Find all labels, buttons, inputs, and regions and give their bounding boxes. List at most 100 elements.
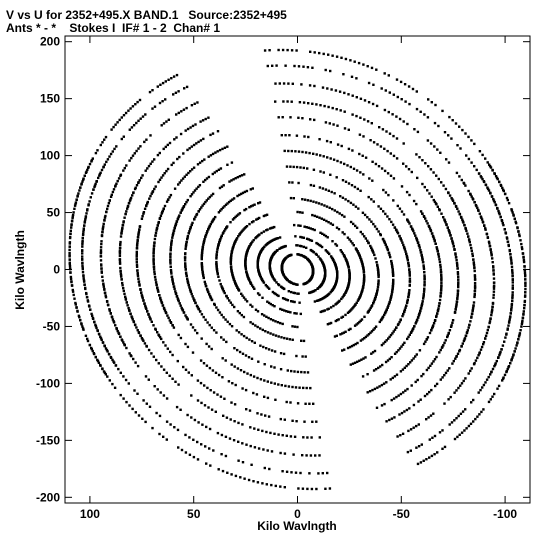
uv-point [304, 151, 308, 154]
uv-point [324, 487, 327, 490]
uv-point [374, 325, 378, 328]
uv-point [329, 306, 333, 309]
uv-point [364, 356, 367, 359]
uv-point [230, 325, 234, 328]
uv-point [226, 297, 229, 300]
uv-point [175, 73, 179, 77]
uv-point [68, 258, 71, 261]
uv-point [433, 121, 437, 125]
uv-point [377, 205, 380, 208]
uv-point [197, 308, 201, 311]
uv-point [177, 446, 180, 449]
uv-point [172, 285, 176, 288]
uv-point [397, 322, 400, 326]
uv-point [456, 264, 459, 267]
uv-point [272, 319, 275, 322]
uv-point [438, 258, 441, 261]
uv-point [172, 161, 175, 165]
uv-point [185, 243, 188, 246]
uv-point [359, 97, 363, 100]
uv-point [280, 134, 283, 137]
uv-point [249, 188, 252, 191]
uv-point [147, 348, 151, 352]
uv-point [207, 175, 211, 179]
uv-point [208, 366, 212, 370]
uv-point [134, 411, 137, 414]
uv-point [366, 391, 369, 394]
uv-point [438, 298, 442, 302]
uv-point [302, 236, 305, 239]
uv-point [158, 178, 162, 181]
uv-point [390, 294, 393, 298]
uv-point [165, 120, 168, 123]
uv-point [130, 354, 133, 358]
uv-point [417, 400, 420, 403]
uv-point [200, 206, 203, 209]
uv-point [456, 271, 460, 274]
uv-point [334, 319, 337, 323]
uv-point [402, 213, 406, 216]
uv-point [202, 180, 205, 183]
uv-point [198, 208, 202, 211]
uv-point [274, 100, 277, 103]
uv-point [392, 280, 395, 284]
uv-point [263, 314, 266, 317]
uv-point [172, 229, 176, 232]
uv-point [481, 221, 485, 224]
uv-point [259, 274, 262, 278]
uv-point [358, 133, 362, 136]
uv-point [106, 207, 109, 211]
uv-point [431, 326, 434, 330]
uv-point [451, 321, 454, 324]
uv-point [104, 347, 108, 350]
uv-point [120, 275, 123, 278]
uv-point [297, 65, 301, 68]
uv-point [299, 253, 302, 257]
uv-point [122, 114, 126, 117]
uv-point [196, 440, 199, 444]
uv-point [112, 125, 115, 129]
uv-point [435, 247, 439, 251]
uv-point [214, 410, 217, 413]
uv-point [421, 302, 424, 305]
uv-point [222, 338, 225, 341]
uv-point [395, 373, 399, 376]
uv-point [127, 202, 131, 205]
uv-point [233, 241, 237, 244]
uv-point [465, 154, 468, 157]
uv-point [128, 199, 132, 202]
uv-point [100, 338, 103, 341]
uv-point [135, 252, 138, 256]
uv-point [355, 96, 358, 99]
uv-point [207, 290, 210, 294]
uv-point [124, 298, 128, 301]
uv-point [129, 107, 132, 110]
uv-point [136, 239, 139, 242]
uv-point [178, 181, 181, 184]
uv-point [216, 393, 219, 396]
uv-point [319, 170, 322, 173]
uv-point [325, 139, 329, 143]
uv-point [179, 132, 183, 136]
uv-point [192, 297, 195, 300]
uv-point [490, 195, 494, 198]
uv-point [524, 278, 527, 281]
uv-point [308, 84, 312, 87]
uv-point [93, 184, 97, 187]
uv-point [256, 325, 259, 329]
uv-point [364, 335, 368, 339]
uv-point [361, 375, 365, 378]
uv-point [423, 394, 427, 398]
uv-point [135, 265, 139, 268]
uv-point [233, 217, 236, 220]
uv-point [215, 268, 219, 271]
uv-point [182, 152, 185, 155]
uv-point [452, 359, 455, 363]
uv-point [306, 167, 309, 170]
uv-point [467, 157, 471, 161]
uv-point [152, 355, 155, 358]
uv-point [412, 229, 415, 233]
uv-point [372, 83, 375, 86]
uv-point [349, 309, 352, 312]
uv-point [279, 307, 282, 311]
